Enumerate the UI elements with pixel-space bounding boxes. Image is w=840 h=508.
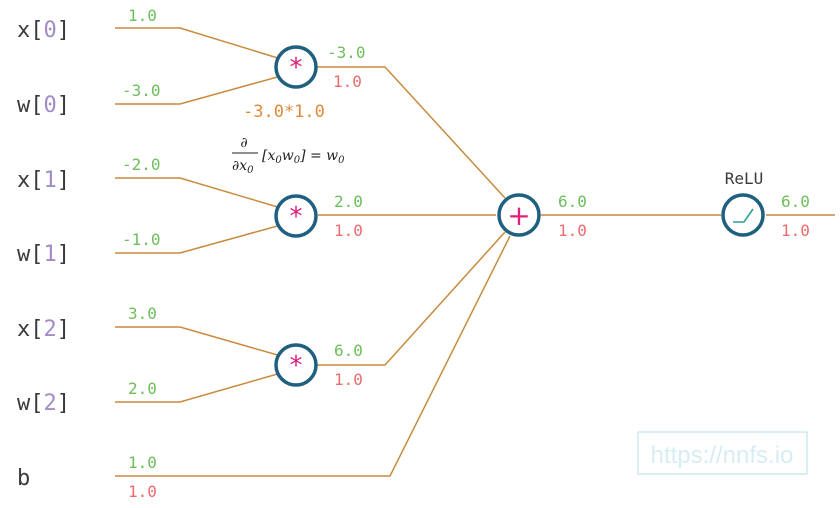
multiply-icon: * (290, 53, 303, 83)
input-labels: x[0] w[0] x[1] w[1] x[2] w[2] b (17, 18, 70, 491)
multiply-node-0-output: -3.0 (327, 43, 366, 62)
watermark-text: https://nnfs.io (651, 442, 794, 469)
multiply-node-2-circle (274, 343, 318, 387)
wire-x0 (115, 27, 282, 60)
relu-node: ReLU 6.0 1.0 (721, 169, 810, 240)
value-w0: -3.0 (122, 81, 161, 100)
relu-node-output: 6.0 (781, 192, 810, 211)
formula-body: [x0w0] = w0 (262, 148, 345, 166)
value-x1: -2.0 (122, 155, 161, 174)
multiply-icon: * (290, 202, 303, 232)
multiply-node-2-gradient: 1.0 (334, 370, 363, 389)
input-label-w0: w[0] (17, 93, 70, 118)
input-values: 1.0 -3.0 -2.0 -1.0 3.0 2.0 1.0 1.0 (122, 6, 161, 501)
derivative-formula: ∂ ∂x0 [x0w0] = w0 (232, 135, 345, 176)
sum-node: + 6.0 1.0 (497, 192, 587, 240)
watermark: https://nnfs.io (637, 431, 808, 475)
value-x2: 3.0 (128, 304, 157, 323)
chain-rule-calculation: -3.0*1.0 (243, 102, 325, 122)
input-label-b: b (17, 466, 30, 491)
multiply-node-1: * 2.0 1.0 (274, 192, 363, 240)
value-w1: -1.0 (122, 230, 161, 249)
multiply-node-1-circle (274, 194, 318, 238)
gradient-b: 1.0 (128, 482, 157, 501)
sum-node-gradient: 1.0 (558, 221, 587, 240)
input-label-w1: w[1] (17, 242, 70, 267)
relu-node-gradient: 1.0 (781, 221, 810, 240)
relu-node-circle (721, 193, 765, 237)
formula-denominator: ∂x0 (232, 158, 254, 176)
multiply-node-1-output: 2.0 (334, 192, 363, 211)
wire-x2 (115, 326, 282, 357)
multiply-node-2-output: 6.0 (334, 341, 363, 360)
multiply-node-2: * 6.0 1.0 (274, 341, 363, 389)
input-label-x0: x[0] (17, 18, 70, 43)
value-x0: 1.0 (128, 6, 157, 25)
sum-node-output: 6.0 (558, 192, 587, 211)
wire-x1 (115, 177, 282, 209)
wire-w1 (115, 224, 282, 254)
value-b: 1.0 (128, 453, 157, 472)
multiply-icon: * (290, 351, 303, 381)
multiply-node-0: * -3.0 1.0 (274, 43, 366, 91)
sum-node-circle (497, 193, 541, 237)
watermark-box (637, 431, 808, 475)
wires (115, 27, 835, 477)
multiply-node-0-gradient: 1.0 (333, 72, 362, 91)
relu-label: ReLU (725, 169, 764, 188)
wire-w2 (115, 372, 282, 403)
wire-mul0-to-sum (317, 66, 506, 199)
wire-w0 (115, 75, 282, 105)
relu-icon (733, 208, 754, 223)
plus-icon: + (507, 199, 530, 232)
input-label-x2: x[2] (17, 317, 70, 342)
wire-b (115, 235, 511, 477)
formula-numerator: ∂ (240, 135, 247, 151)
input-label-x1: x[1] (17, 168, 70, 193)
value-w2: 2.0 (128, 379, 157, 398)
input-label-w2: w[2] (17, 391, 70, 416)
wire-mul2-to-sum (317, 231, 506, 366)
multiply-node-0-circle (274, 45, 318, 89)
multiply-node-1-gradient: 1.0 (334, 221, 363, 240)
